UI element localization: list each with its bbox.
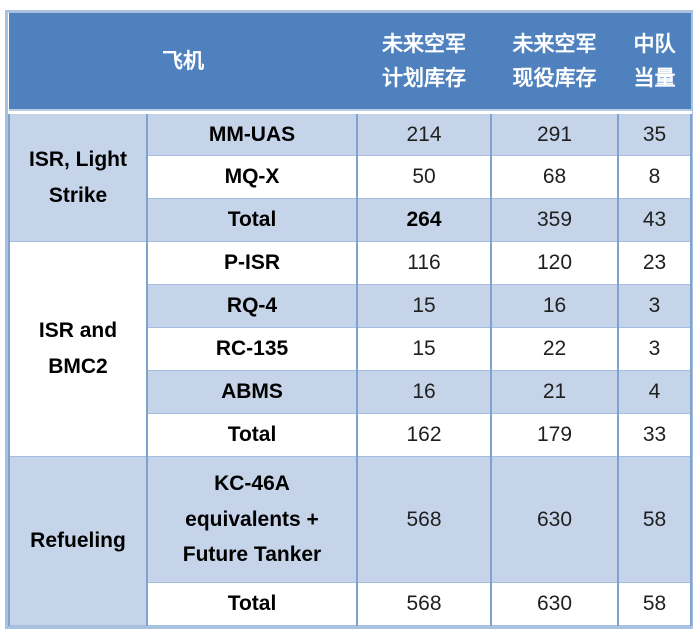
planned-value: 568 bbox=[356, 456, 492, 583]
aircraft-name: KC-46A equivalents + Future Tanker bbox=[146, 456, 358, 583]
active-value: 68 bbox=[490, 155, 619, 199]
planned-value: 15 bbox=[356, 284, 492, 328]
total-label: Total bbox=[146, 582, 358, 626]
aircraft-name: RQ-4 bbox=[146, 284, 358, 328]
header-row: 飞机 未来空军 计划库存 未来空军 现役库存 中队 当量 bbox=[9, 13, 691, 114]
header-squadron-equivalents: 中队 当量 bbox=[618, 13, 691, 114]
squadron-value: 43 bbox=[617, 198, 692, 242]
active-value: 16 bbox=[490, 284, 619, 328]
table-row: RC-135 15 22 3 bbox=[9, 327, 692, 371]
active-value: 359 bbox=[490, 198, 619, 242]
squadron-value: 8 bbox=[617, 155, 692, 199]
planned-value: 116 bbox=[356, 241, 492, 285]
table-row: Total 568 630 58 bbox=[9, 582, 692, 626]
active-value: 179 bbox=[490, 413, 619, 457]
header-aircraft: 飞机 bbox=[9, 13, 357, 114]
squadron-value: 3 bbox=[617, 284, 692, 328]
total-label: Total bbox=[146, 413, 358, 457]
planned-value: 162 bbox=[356, 413, 492, 457]
active-value: 120 bbox=[490, 241, 619, 285]
group-isr-light-strike: ISR, Light Strike bbox=[8, 112, 148, 242]
table-row: Total 264 359 43 bbox=[9, 198, 692, 242]
squadron-value: 4 bbox=[617, 370, 692, 414]
header-active-inventory: 未来空军 现役库存 bbox=[491, 13, 618, 114]
planned-value: 16 bbox=[356, 370, 492, 414]
aircraft-name: P-ISR bbox=[146, 241, 358, 285]
table-row: Total 162 179 33 bbox=[9, 413, 692, 457]
squadron-value: 35 bbox=[617, 112, 692, 156]
active-value: 21 bbox=[490, 370, 619, 414]
table-row: ABMS 16 21 4 bbox=[9, 370, 692, 414]
aircraft-name: RC-135 bbox=[146, 327, 358, 371]
active-value: 291 bbox=[490, 112, 619, 156]
table-row: Refueling KC-46A equivalents + Future Ta… bbox=[8, 456, 692, 626]
group-isr-and-bmc2: ISR and BMC2 bbox=[8, 241, 148, 457]
planned-value: 50 bbox=[356, 155, 492, 199]
squadron-value: 58 bbox=[617, 582, 692, 626]
planned-value: 214 bbox=[356, 112, 492, 156]
squadron-value: 23 bbox=[617, 241, 692, 285]
squadron-value: 33 bbox=[617, 413, 692, 457]
table-row: MQ-X 50 68 8 bbox=[9, 155, 692, 199]
planned-value: 568 bbox=[356, 582, 492, 626]
aircraft-name: MM-UAS bbox=[146, 112, 358, 156]
squadron-value: 3 bbox=[617, 327, 692, 371]
header-planned-inventory: 未来空军 计划库存 bbox=[357, 13, 491, 114]
planned-value: 15 bbox=[356, 327, 492, 371]
group-refueling: Refueling bbox=[8, 456, 148, 626]
planned-value: 264 bbox=[356, 198, 492, 242]
aircraft-name: ABMS bbox=[146, 370, 358, 414]
aircraft-inventory-table: 飞机 未来空军 计划库存 未来空军 现役库存 中队 当量 ISR, Light … bbox=[5, 10, 693, 629]
squadron-value: 58 bbox=[617, 456, 692, 583]
table-row: ISR and BMC2 P-ISR 116 120 23 bbox=[8, 241, 692, 457]
active-value: 630 bbox=[490, 582, 619, 626]
aircraft-name: MQ-X bbox=[146, 155, 358, 199]
inventory-table: 飞机 未来空军 计划库存 未来空军 现役库存 中队 当量 ISR, Light … bbox=[8, 13, 692, 626]
active-value: 630 bbox=[490, 456, 619, 583]
total-label: Total bbox=[146, 198, 358, 242]
active-value: 22 bbox=[490, 327, 619, 371]
table-row: ISR, Light Strike MM-UAS 214 291 35 bbox=[8, 112, 692, 242]
